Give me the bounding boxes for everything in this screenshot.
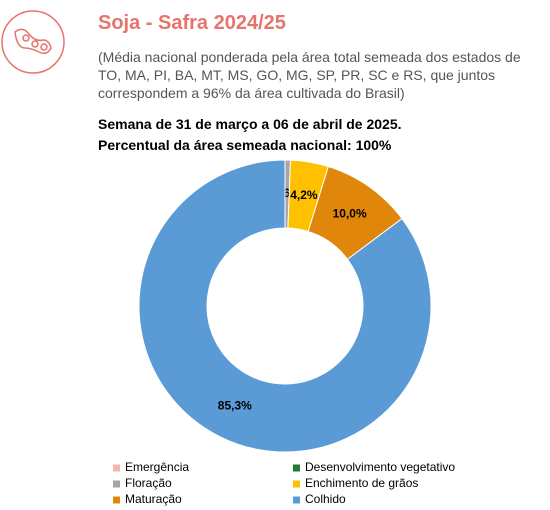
legend-label: Maturação [125, 492, 182, 506]
legend-swatch [113, 464, 120, 472]
note: (Média nacional ponderada pela área tota… [98, 49, 521, 101]
chart-subtitle: Percentual da área semeada nacional: 100… [98, 137, 392, 153]
legend-label: Enchimento de grãos [305, 476, 418, 490]
data-label: 10,0% [333, 207, 367, 221]
legend-swatch [113, 480, 120, 488]
legend-label: Emergência [125, 460, 189, 474]
data-label: 4,2% [290, 188, 318, 202]
slice [138, 159, 432, 453]
title: Soja - Safra 2024/25 [98, 12, 286, 34]
data-label: 85,3% [218, 398, 252, 412]
legend-swatch [293, 496, 300, 504]
legend-label: Floração [125, 476, 172, 490]
legend-swatch [293, 464, 300, 472]
legend-swatch [113, 496, 120, 504]
chart-title: Semana de 31 de março a 06 de abril de 2… [98, 116, 402, 132]
legend-label: Colhido [305, 492, 346, 506]
logo [1, 10, 65, 74]
legend-label: Desenvolvimento vegetativo [305, 460, 455, 474]
legend-swatch [293, 480, 300, 488]
